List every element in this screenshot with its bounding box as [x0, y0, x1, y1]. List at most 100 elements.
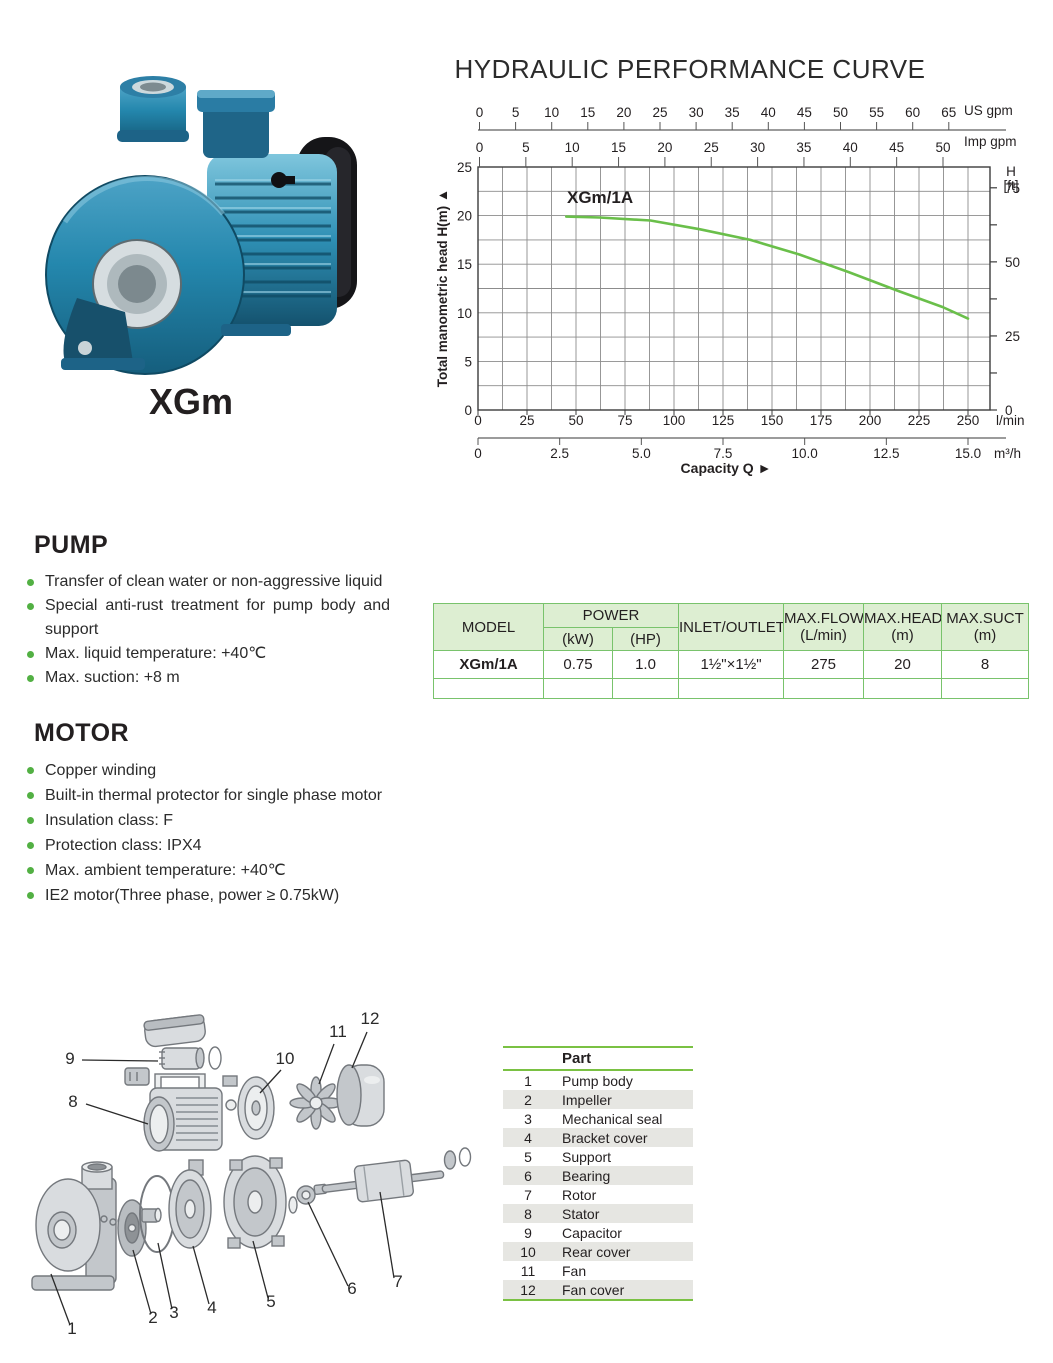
lmin-tick: 200	[859, 413, 882, 428]
pump-bullet-list: Transfer of clean water or non-aggressiv…	[22, 570, 390, 690]
callout-number-7: 7	[393, 1272, 402, 1291]
callout-number-6: 6	[347, 1279, 356, 1298]
callout-line	[307, 1201, 349, 1287]
callout-line	[318, 1043, 335, 1085]
imp-gpm-tick: 15	[611, 140, 626, 155]
chart-title: HYDRAULIC PERFORMANCE CURVE	[454, 54, 926, 84]
table-row: 12 Fan cover	[503, 1280, 693, 1299]
us-gpm-tick: 30	[689, 105, 704, 120]
part-number: 7	[524, 1186, 532, 1203]
callout-number-8: 8	[68, 1092, 77, 1111]
us-gpm-tick: 10	[544, 105, 559, 120]
parts-column-header: Part	[562, 1050, 592, 1067]
spec-max-flow: 275	[783, 650, 865, 679]
us-gpm-tick: 65	[941, 105, 956, 120]
col-header-inlet-outlet: INLET/OUTLET	[678, 603, 785, 651]
lmin-tick: 125	[712, 413, 735, 428]
lmin-tick: 150	[761, 413, 784, 428]
lmin-tick: 0	[474, 413, 482, 428]
head-m-tick: 5	[464, 354, 472, 369]
part-name: Bearing	[562, 1167, 611, 1184]
callout-number-12: 12	[361, 1009, 380, 1028]
part-number: 1	[524, 1072, 532, 1089]
lmin-tick: 250	[957, 413, 980, 428]
col-header-model: MODEL	[433, 603, 544, 651]
col-header-max-flow: MAX.FLOW (L/min)	[783, 603, 865, 651]
head-m-tick: 10	[457, 306, 472, 321]
motor-section: MOTOR Copper winding Built-in thermal pro…	[22, 719, 422, 908]
part-name: Impeller	[562, 1091, 612, 1108]
spec-row-xgm1a: XGm/1A 0.75 1.0 1½"×1½" 275 20 8	[433, 650, 1030, 679]
head-m-tick: 15	[457, 257, 472, 272]
exploded-parts	[31, 1014, 472, 1291]
m3h-unit: m³/h	[994, 446, 1021, 461]
pump-illustration	[45, 76, 357, 375]
part-name: Fan	[562, 1262, 587, 1279]
us-gpm-tick: 15	[580, 105, 595, 120]
curve-label: XGm/1A	[567, 188, 633, 207]
spec-model: XGm/1A	[433, 650, 544, 679]
part-name: Support	[562, 1148, 612, 1165]
table-row: 4 Bracket cover	[503, 1128, 693, 1147]
right-axis-unit: H	[1006, 164, 1016, 179]
us-gpm-tick: 45	[797, 105, 812, 120]
m3h-tick: 5.0	[632, 446, 651, 461]
col-header-power: POWER	[542, 603, 680, 628]
parts-table-header-rule	[503, 1069, 693, 1071]
imp-gpm-tick: 5	[522, 140, 530, 155]
col-header-max-head: MAX.HEAD (m)	[863, 603, 943, 651]
m3h-tick: 10.0	[792, 446, 818, 461]
callout-number-1: 1	[67, 1319, 76, 1338]
y-axis-label: Total manometric head H(m) ▲	[435, 189, 450, 387]
part-name: Mechanical seal	[562, 1110, 663, 1127]
head-ft-tick: 25	[1005, 329, 1020, 344]
spec-hp: 1.0	[611, 650, 680, 679]
pump-bullet-item: Transfer of clean water or non-aggressiv…	[22, 570, 390, 594]
imp-gpm-tick: 0	[476, 140, 484, 155]
us-gpm-unit: US gpm	[964, 103, 1013, 118]
pump-bullet-item: Max. liquid temperature: +40℃	[22, 642, 390, 666]
imp-gpm-tick: 35	[796, 140, 811, 155]
part-number: 4	[524, 1129, 532, 1146]
part-number: 3	[524, 1110, 532, 1127]
lmin-unit: l/min	[996, 413, 1025, 428]
parts-table-top-rule	[503, 1046, 693, 1048]
spec-inlet-outlet: 1½"×1½"	[678, 650, 785, 679]
table-row: 6 Bearing	[503, 1166, 693, 1185]
col-header-kw: (kW)	[543, 627, 613, 651]
us-gpm-tick: 20	[616, 105, 631, 120]
us-gpm-tick: 5	[512, 105, 520, 120]
x-axis-label: Capacity Q ►	[681, 460, 772, 476]
parts-table-bottom-rule	[503, 1299, 693, 1301]
us-gpm-tick: 55	[869, 105, 884, 120]
table-row: 3 Mechanical seal	[503, 1109, 693, 1128]
lmin-tick: 100	[663, 413, 686, 428]
spec-max-head: 20	[863, 650, 943, 679]
m3h-tick: 7.5	[714, 446, 733, 461]
callout-number-3: 3	[169, 1303, 178, 1322]
part-name: Bracket cover	[562, 1129, 648, 1146]
part-number: 8	[524, 1205, 532, 1222]
part-number: 5	[524, 1148, 532, 1165]
us-gpm-tick: 0	[476, 105, 484, 120]
part-number: 6	[524, 1167, 532, 1184]
part-name: Rear cover	[562, 1243, 631, 1260]
imp-gpm-tick: 30	[750, 140, 765, 155]
callout-number-4: 4	[207, 1298, 216, 1317]
callout-line	[81, 1059, 159, 1062]
part-number: 10	[520, 1243, 536, 1260]
part-name: Capacitor	[562, 1224, 622, 1241]
table-row: 7 Rotor	[503, 1185, 693, 1204]
imp-gpm-tick: 40	[843, 140, 858, 155]
part-name: Stator	[562, 1205, 600, 1222]
head-ft-tick: 50	[1005, 255, 1020, 270]
m3h-tick: 12.5	[873, 446, 899, 461]
lmin-tick: 50	[568, 413, 583, 428]
part-name: Pump body	[562, 1072, 633, 1089]
callout-line	[252, 1240, 269, 1299]
imp-gpm-tick: 10	[565, 140, 580, 155]
callout-number-5: 5	[266, 1292, 275, 1311]
parts-table-body: 1 Pump body 2 Impeller 3 Mechanical seal 4 Brac…	[503, 1071, 693, 1299]
